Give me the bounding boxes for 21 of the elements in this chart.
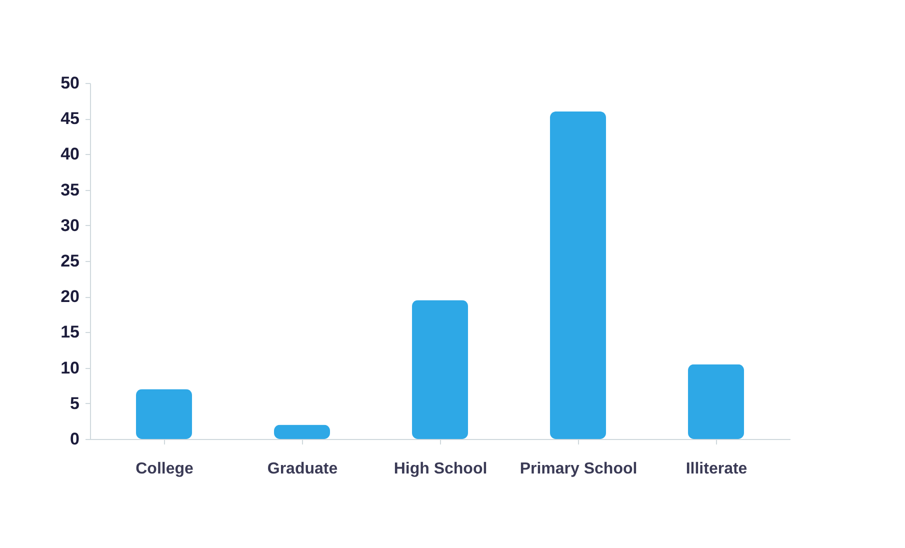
x-tick-label: Primary School bbox=[520, 460, 638, 478]
y-tick-label: 40 bbox=[60, 144, 80, 164]
y-tick-label: 0 bbox=[70, 430, 80, 448]
bar bbox=[688, 364, 744, 439]
y-tick-label: 45 bbox=[60, 109, 80, 128]
y-tick-label: 50 bbox=[60, 74, 80, 92]
y-tick-label: 10 bbox=[60, 358, 80, 378]
y-tick-label: 15 bbox=[60, 322, 80, 342]
bar bbox=[550, 111, 606, 439]
bar bbox=[136, 389, 192, 439]
x-tick-label: Illiterate bbox=[686, 460, 748, 478]
x-tick-label: Graduate bbox=[267, 460, 338, 478]
bar bbox=[412, 300, 468, 439]
y-tick-label: 35 bbox=[60, 180, 80, 200]
bar bbox=[274, 424, 330, 439]
y-tick-label: 30 bbox=[60, 216, 80, 235]
y-tick-label: 25 bbox=[60, 252, 80, 270]
y-tick-label: 5 bbox=[70, 394, 80, 413]
y-tick-label: 20 bbox=[60, 287, 80, 306]
x-tick-label: High School bbox=[394, 460, 488, 478]
x-tick-label: College bbox=[136, 460, 194, 478]
